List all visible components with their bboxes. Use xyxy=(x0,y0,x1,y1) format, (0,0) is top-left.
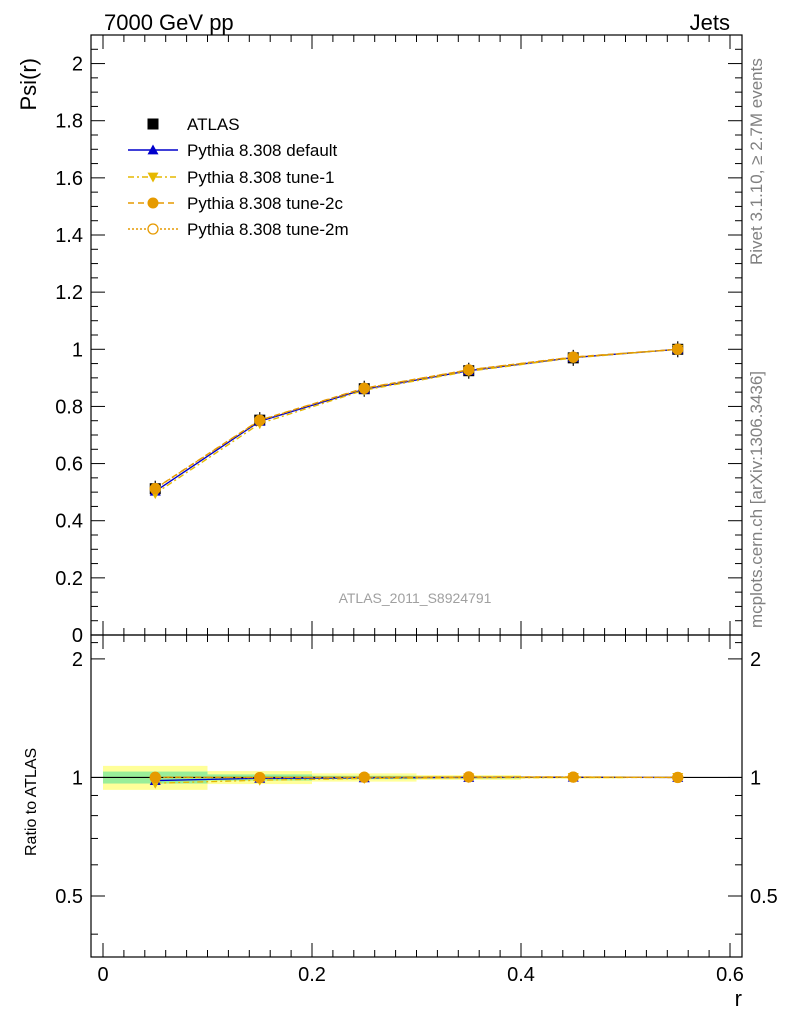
ratio-y-tick-label: 0.5 xyxy=(55,886,83,908)
ratio-y-tick-label-right: 2 xyxy=(750,649,761,671)
y-tick-label: 1.4 xyxy=(55,225,83,247)
point-tune2c xyxy=(254,414,266,426)
x-tick-label: 0.4 xyxy=(507,964,535,986)
y-tick-label: 1.6 xyxy=(55,168,83,190)
ratio-y-tick-label-right: 1 xyxy=(750,767,761,789)
x-tick-label: 0.2 xyxy=(298,964,326,986)
main-y-axis-label: Psi(r) xyxy=(16,58,41,111)
point-tune2c xyxy=(567,351,579,363)
y-tick-label: 0.8 xyxy=(55,396,83,418)
x-tick-label: 0 xyxy=(97,964,108,986)
x-tick-label: 0.6 xyxy=(716,964,744,986)
legend-label-default: Pythia 8.308 default xyxy=(187,141,338,160)
series-line-default xyxy=(154,348,678,492)
ratio-y-tick-label-right: 0.5 xyxy=(750,886,778,908)
ratio-y-tick-label: 1 xyxy=(72,767,83,789)
ratio-point-tune2c xyxy=(358,771,370,783)
ratio-point-tune2c xyxy=(149,771,161,783)
y-tick-label: 1.2 xyxy=(55,282,83,304)
ratio-point-tune2c xyxy=(567,771,579,783)
point-tune2c xyxy=(463,364,475,376)
series-line-tune1 xyxy=(154,348,678,495)
legend-marker-tune1 xyxy=(147,172,159,183)
legend-marker-tune2c xyxy=(147,197,159,209)
legend-label-tune2c: Pythia 8.308 tune-2c xyxy=(187,194,343,213)
header-right: Jets xyxy=(690,10,730,35)
x-axis-label: r xyxy=(735,986,742,1011)
y-tick-label: 0.2 xyxy=(55,568,83,590)
point-tune2c xyxy=(149,482,161,494)
side-note-top: Rivet 3.1.10, ≥ 2.7M events xyxy=(747,58,766,265)
point-tune2c xyxy=(672,343,684,355)
ratio-point-tune2c xyxy=(463,771,475,783)
analysis-watermark: ATLAS_2011_S8924791 xyxy=(339,590,492,606)
ratio-point-tune2c xyxy=(254,771,266,783)
legend-label-tune2m: Pythia 8.308 tune-2m xyxy=(187,220,349,239)
legend-label-tune1: Pythia 8.308 tune-1 xyxy=(187,168,334,187)
y-tick-label: 1.8 xyxy=(55,111,83,133)
y-tick-label: 0 xyxy=(72,625,83,647)
y-tick-label: 0.6 xyxy=(55,454,83,476)
header-left: 7000 GeV pp xyxy=(104,10,234,35)
legend: ATLAS Pythia 8.308 default Pythia 8.308 tu… xyxy=(128,115,349,239)
ratio-frame xyxy=(90,634,743,958)
ratio-line-tune2m xyxy=(155,776,678,779)
ratio-y-axis-label: Ratio to ATLAS xyxy=(23,748,40,856)
ratio-point-tune2c xyxy=(672,771,684,783)
y-tick-label: 1 xyxy=(72,339,83,361)
side-note-bottom: mcplots.cern.ch [arXiv:1306.3436] xyxy=(747,371,766,628)
main-panel: 0 0.2 0.4 0.6 0.8 1 1.2 1.4 1.6 1.8 2 Psi(r) xyxy=(16,34,743,647)
series-line-tune2m xyxy=(154,348,678,490)
legend-marker-data xyxy=(147,118,159,130)
ratio-y-tick-label: 2 xyxy=(72,649,83,671)
y-tick-label: 2 xyxy=(72,54,83,76)
y-tick-label: 0.4 xyxy=(55,511,83,533)
legend-marker-default xyxy=(147,144,159,155)
series-line-tune2c xyxy=(154,348,678,490)
ratio-panel: 0.5 0.5 1 1 2 2 0 0.2 0.4 0.6r Ratio to ATLAS xyxy=(23,634,778,1011)
point-tune2c xyxy=(358,382,370,394)
legend-label-data: ATLAS xyxy=(187,115,240,134)
legend-marker-tune2m xyxy=(147,223,159,235)
